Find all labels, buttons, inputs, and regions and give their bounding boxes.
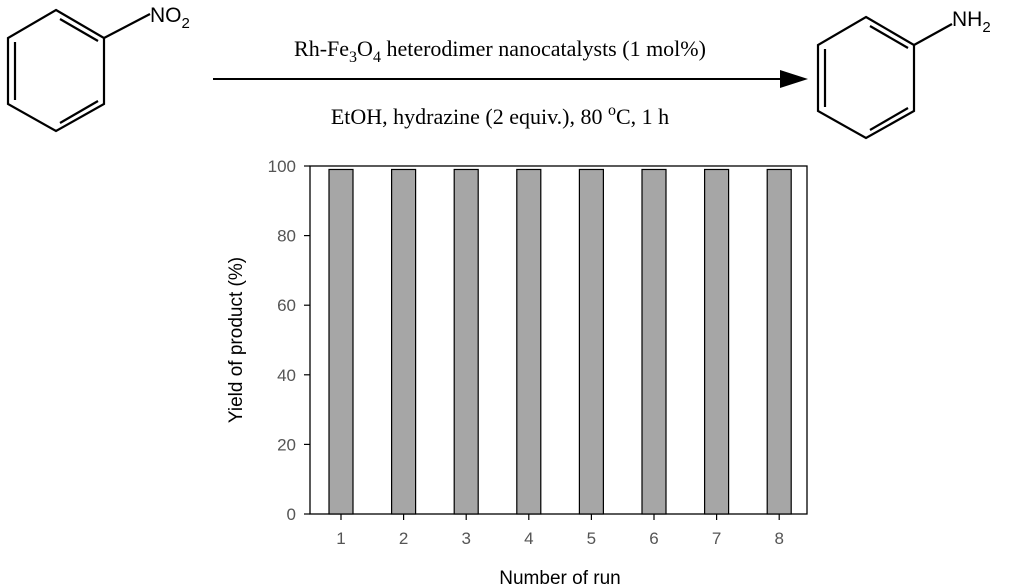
y-tick-label: 0 <box>287 505 296 524</box>
x-tick-label: 1 <box>336 529 345 548</box>
y-tick-label: 60 <box>277 296 296 315</box>
x-tick-label: 6 <box>649 529 658 548</box>
y-axis-title: Yield of product (%) <box>226 257 247 423</box>
bar-run-6 <box>641 168 667 515</box>
reactant-double-bond <box>59 18 99 42</box>
y-axis-ticks: 0 20 40 60 80 100 <box>268 157 310 524</box>
reactant-substituent-bond <box>103 13 151 39</box>
x-axis-ticks: 1 2 3 4 5 6 7 8 <box>336 514 784 548</box>
bar-run-3 <box>453 168 479 515</box>
x-tick-label: 8 <box>774 529 783 548</box>
arrow-head <box>780 70 808 88</box>
x-tick-label: 3 <box>461 529 470 548</box>
yield-bar-chart: 0 20 40 60 80 100 1 2 3 4 5 6 7 8 Number of run Yiel… <box>226 157 808 588</box>
x-axis-title: Number of run <box>499 568 620 588</box>
y-tick-label: 20 <box>277 435 296 454</box>
reactant-double-bond <box>59 100 99 124</box>
bar-run-4 <box>516 168 542 515</box>
x-tick-label: 7 <box>712 529 721 548</box>
x-tick-label: 4 <box>524 529 533 548</box>
bar-run-1 <box>328 168 354 515</box>
y-tick-label: 80 <box>277 227 296 246</box>
aniline-structure: NH2 <box>816 8 991 140</box>
bar-group <box>328 168 792 515</box>
bar-run-2 <box>391 168 417 515</box>
product-substituent-bond <box>913 23 953 46</box>
reaction-arrow <box>213 70 808 88</box>
nitrobenzene-structure: NO2 <box>6 4 190 133</box>
x-tick-label: 5 <box>587 529 596 548</box>
nitro-group-label: NO2 <box>150 4 190 32</box>
product-double-bond <box>869 107 909 131</box>
y-tick-label: 40 <box>277 366 296 385</box>
x-tick-label: 2 <box>399 529 408 548</box>
bar-run-5 <box>578 168 605 515</box>
product-double-bond <box>869 25 909 49</box>
reaction-conditions-bottom: EtOH, hydrazine (2 equiv.), 80 oC, 1 h <box>331 102 669 129</box>
amine-group-label: NH2 <box>952 8 991 36</box>
bar-run-7 <box>703 168 730 515</box>
product-benzene-ring <box>816 15 916 140</box>
reactant-benzene-ring <box>6 8 106 133</box>
bar-run-8 <box>766 168 792 515</box>
reaction-conditions-top: Rh-Fe3O4 heterodimer nanocatalysts (1 mo… <box>294 36 706 66</box>
y-tick-label: 100 <box>268 157 296 176</box>
plot-frame <box>309 165 808 515</box>
